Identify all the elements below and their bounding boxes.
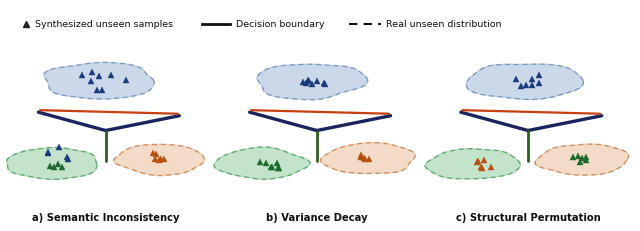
Polygon shape [113, 144, 204, 176]
Polygon shape [535, 144, 628, 175]
Polygon shape [6, 147, 97, 179]
Polygon shape [467, 64, 584, 100]
Polygon shape [44, 62, 154, 99]
Polygon shape [214, 147, 310, 179]
Polygon shape [321, 143, 415, 173]
Polygon shape [257, 64, 368, 100]
Text: Synthesized unseen samples: Synthesized unseen samples [35, 20, 173, 29]
Text: b) Variance Decay: b) Variance Decay [266, 213, 367, 223]
Text: c) Structural Permutation: c) Structural Permutation [456, 213, 600, 223]
Text: Decision boundary: Decision boundary [236, 20, 324, 29]
Text: a) Semantic Inconsistency: a) Semantic Inconsistency [32, 213, 179, 223]
Text: Real unseen distribution: Real unseen distribution [386, 20, 501, 29]
Polygon shape [425, 149, 520, 179]
